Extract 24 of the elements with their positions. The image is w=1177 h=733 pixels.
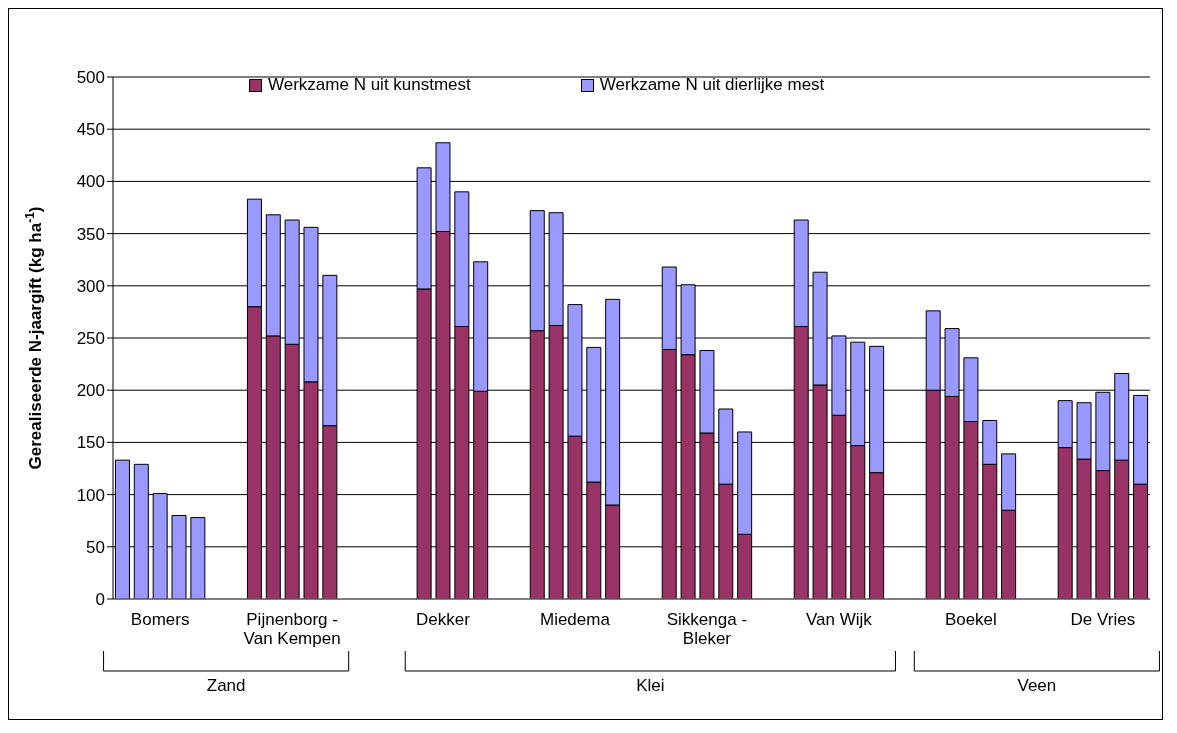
y-tick-label: 150	[76, 433, 105, 453]
text: Zand	[206, 676, 246, 695]
y-tick-label: 350	[76, 224, 105, 244]
y-tick-label: 250	[76, 329, 105, 349]
x-tick-label: Van Wijk	[805, 610, 873, 629]
x-tick-label: De Vries	[1070, 610, 1136, 629]
y-tick-label: 300	[76, 276, 105, 296]
y-tick-label: 500	[76, 68, 105, 88]
y-tick-label: 0	[95, 590, 105, 610]
x-tick-label: Pijnenborg - Van Kempen	[243, 610, 341, 648]
text: Klei	[636, 676, 665, 695]
legend-label: Werkzame N uit kunstmest	[268, 75, 471, 95]
x-tick-label: Bomers	[130, 610, 190, 629]
x-tick-label: Miedema	[539, 610, 611, 629]
x-tick-label: Dekker	[416, 610, 471, 629]
y-tick-label: 400	[76, 172, 105, 192]
y-tick-label: 450	[76, 120, 105, 140]
x-tick-label: Boekel	[944, 610, 997, 629]
y-tick-label: 200	[76, 381, 105, 401]
y-tick-label: 50	[86, 537, 105, 557]
x-tick-label: Sikkenga - Bleker	[666, 610, 748, 648]
text: Veen	[1017, 676, 1057, 695]
y-tick-label: 100	[76, 485, 105, 505]
legend-label: Werkzame N uit dierlijke mest	[599, 75, 825, 95]
